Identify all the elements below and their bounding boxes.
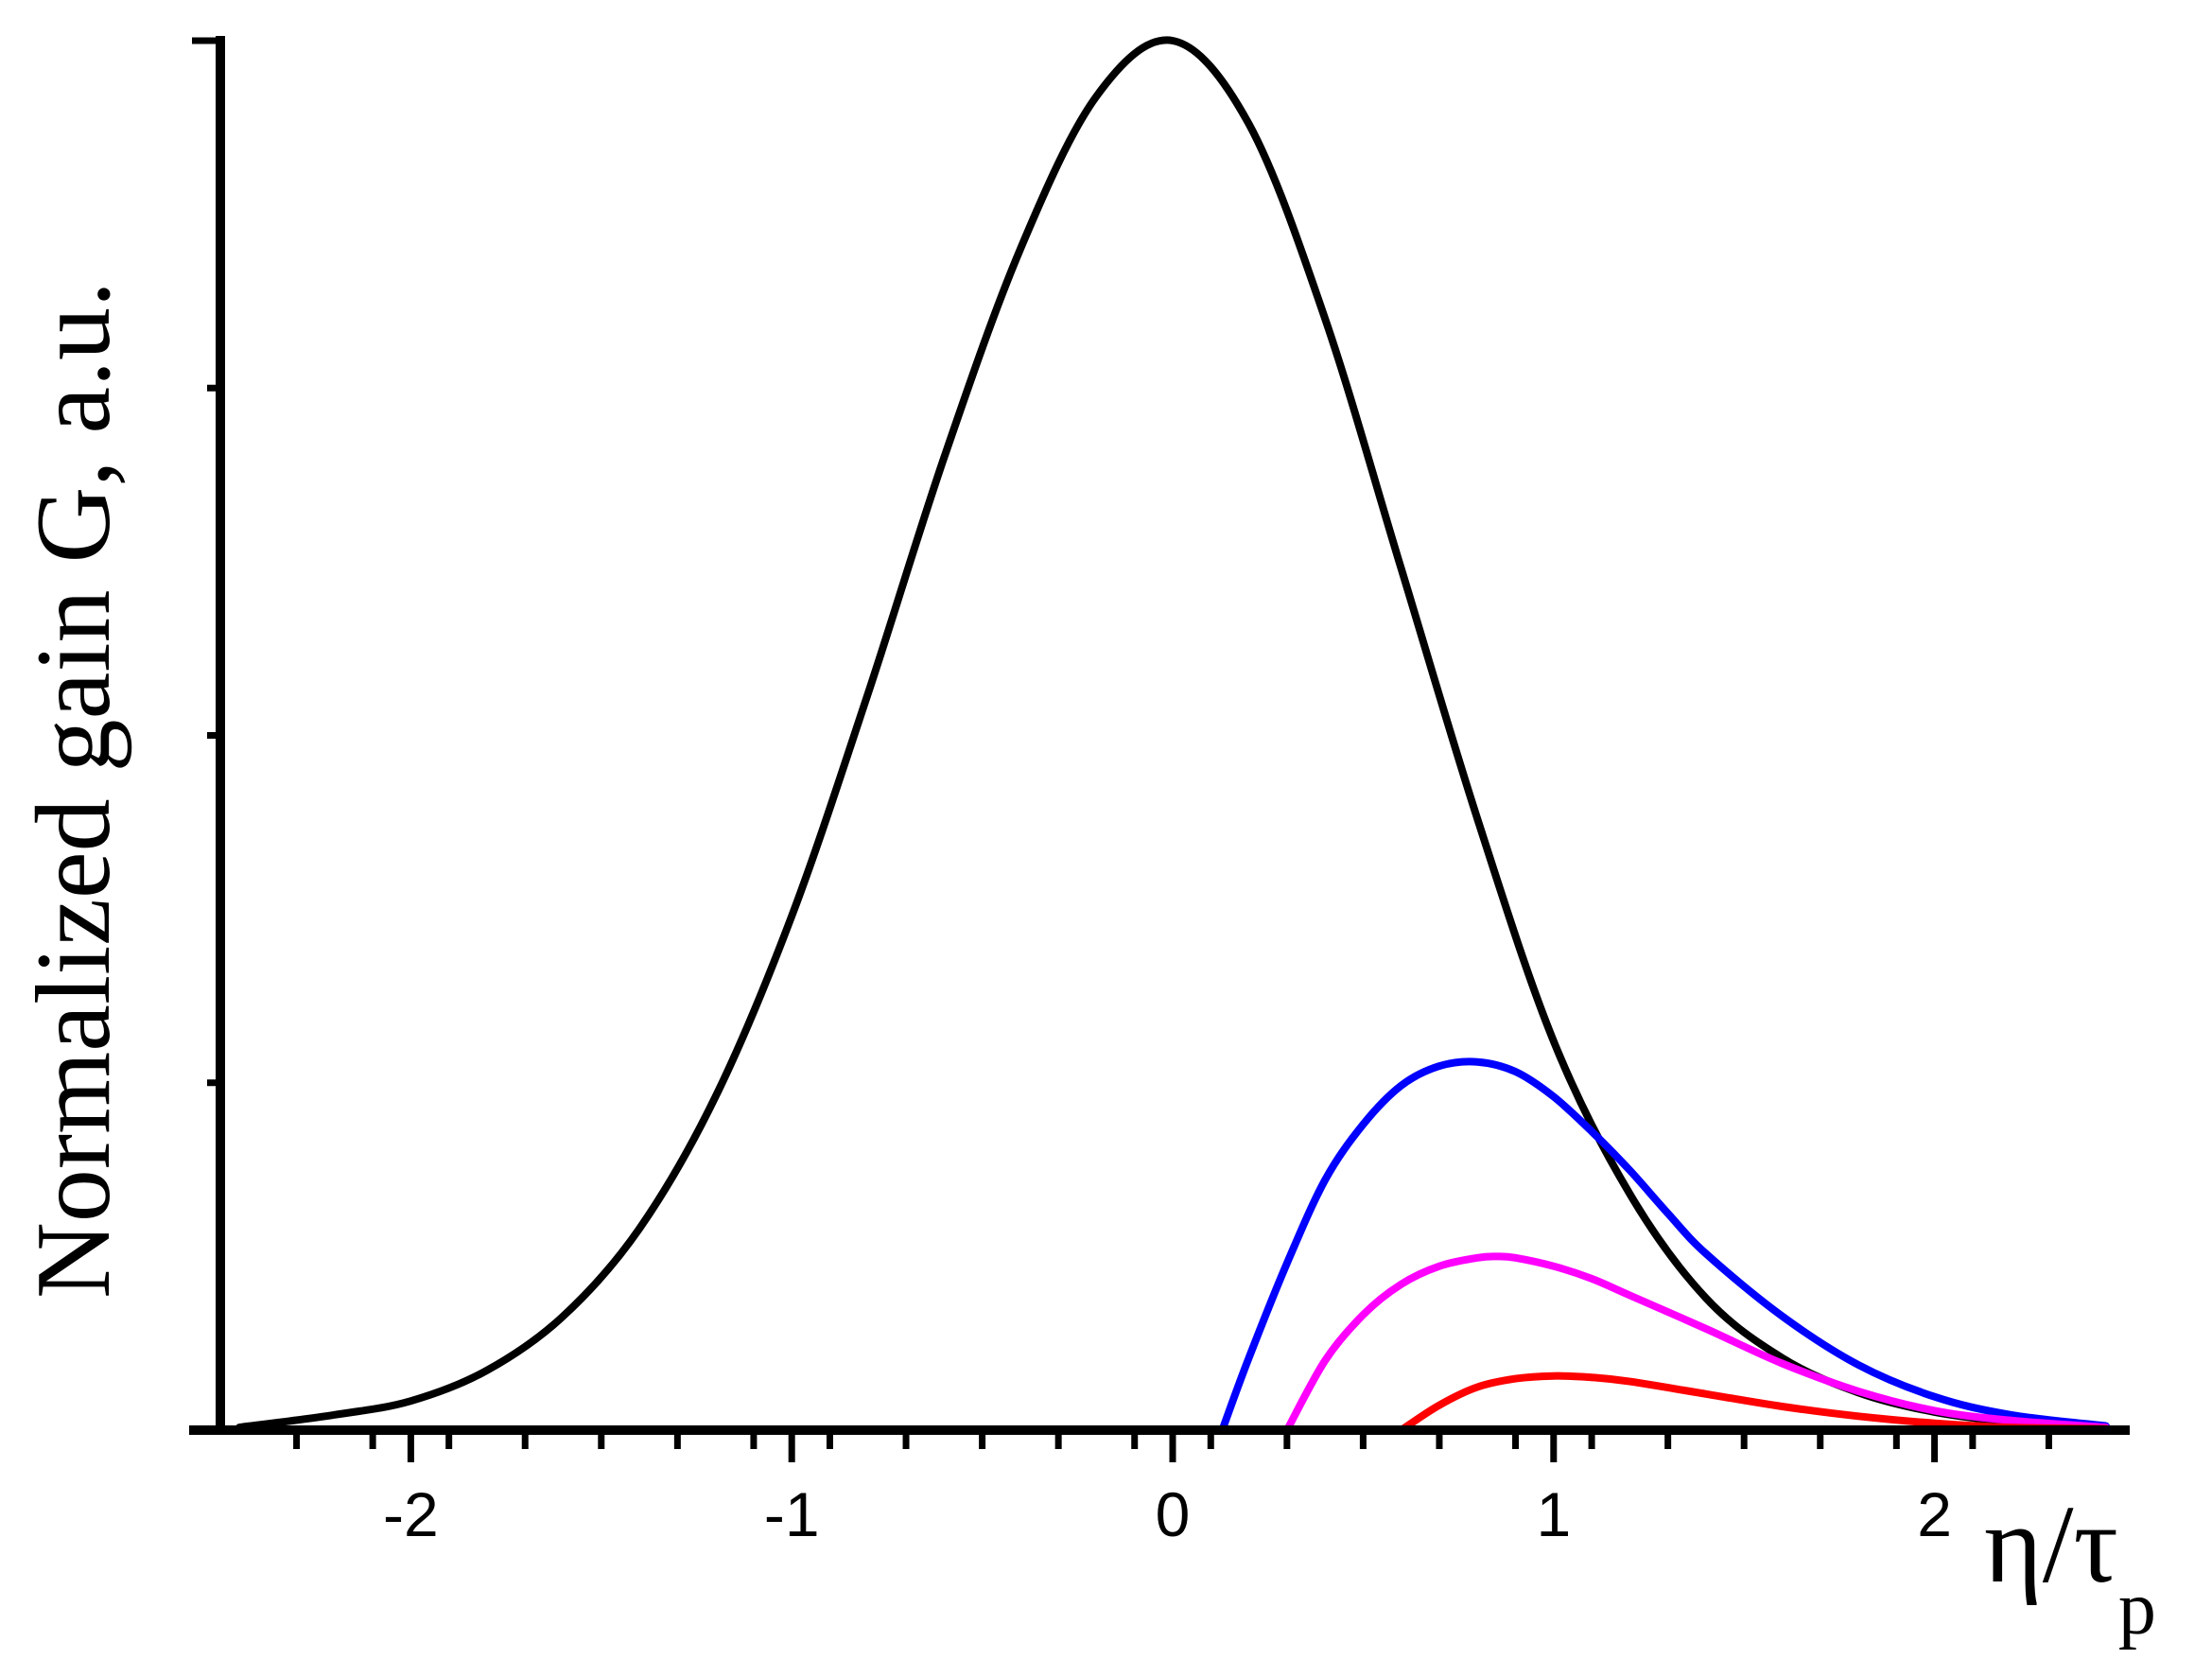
x-tick-label: 1 bbox=[1536, 1479, 1571, 1549]
x-tick-label: 2 bbox=[1917, 1479, 1952, 1549]
series-line-2 bbox=[1218, 1057, 2110, 1434]
x-tick-label: 0 bbox=[1156, 1479, 1191, 1549]
ticks-layer: -2 -1 0 1 2 bbox=[192, 37, 2052, 1549]
x-tick-label: -2 bbox=[383, 1479, 439, 1549]
series-layer bbox=[235, 36, 2110, 1434]
x-axis-title-main: η/τ bbox=[1984, 1482, 2118, 1606]
x-axis-title-subscript: p bbox=[2118, 1567, 2156, 1651]
y-axis-title: Normalized gain G, a.u. bbox=[15, 281, 132, 1299]
series-line-3 bbox=[1282, 1252, 2110, 1434]
axes-layer bbox=[189, 36, 2130, 1435]
x-tick-label: -1 bbox=[764, 1479, 820, 1549]
x-axis-title: η/τp bbox=[1984, 1482, 2156, 1651]
series-line-1 bbox=[235, 36, 2110, 1432]
series-line-4 bbox=[1397, 1371, 2110, 1434]
